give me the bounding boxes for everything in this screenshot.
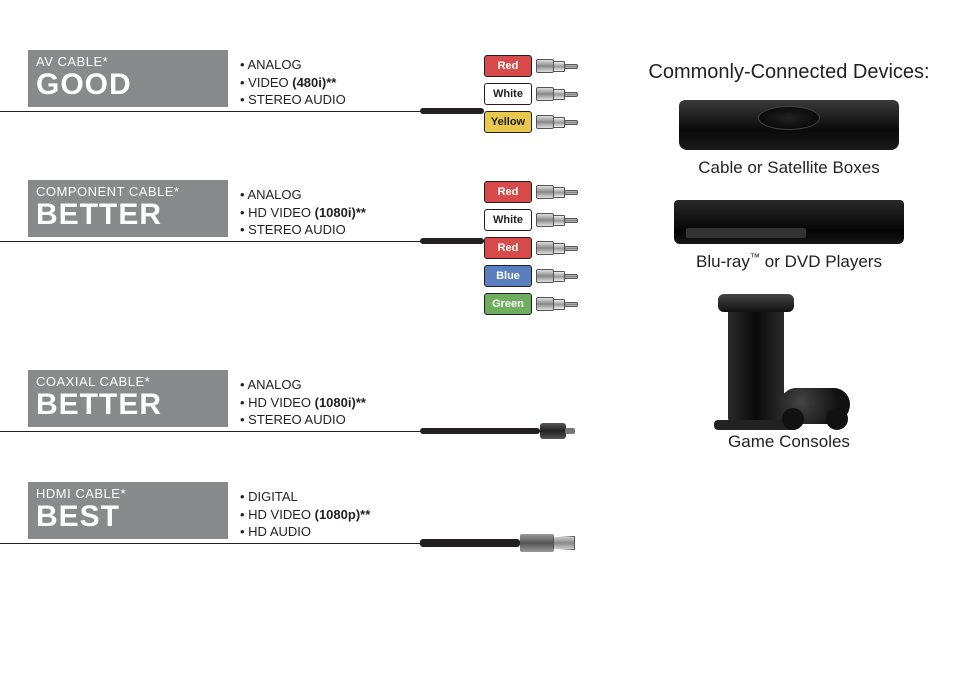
device-label: Game Consoles [644,432,934,452]
rca-plug-icon [536,269,578,283]
cable-rating: GOOD [36,69,220,101]
cable-features-component: • ANALOG • HD VIDEO (1080i)** • STEREO A… [240,186,366,239]
cable-name: COAXIAL CABLE* [36,374,220,389]
connector-red: Red [484,236,578,260]
cable-row-component: COMPONENT CABLE* BETTER • ANALOG • HD VI… [0,180,610,340]
cable-header-component: COMPONENT CABLE* BETTER [28,180,228,237]
game-console-icon [644,294,934,424]
rca-plug-icon [536,87,578,101]
cable-features-coax: • ANALOG • HD VIDEO (1080i)** • STEREO A… [240,376,366,429]
device-label: Cable or Satellite Boxes [644,158,934,178]
cable-segment [420,428,540,434]
settop-box-icon [644,100,934,150]
coax-plug-icon [540,423,575,439]
cable-rating: BETTER [36,199,220,231]
rca-plug-icon [536,213,578,227]
cable-line [0,241,484,242]
cable-segment [420,539,520,547]
connector-white: White [484,82,578,106]
connector-red: Red [484,180,578,204]
cable-name: HDMI CABLE* [36,486,220,501]
connector-white: White [484,208,578,232]
devices-column: Commonly-Connected Devices: Cable or Sat… [644,60,934,474]
connector-blue: Blue [484,264,578,288]
cable-header-coax: COAXIAL CABLE* BETTER [28,370,228,427]
rca-plug-icon [536,241,578,255]
cable-rating: BEST [36,501,220,533]
rca-plug-icon [536,185,578,199]
rca-plug-icon [536,297,578,311]
rca-plug-icon [536,59,578,73]
cable-name: COMPONENT CABLE* [36,184,220,199]
devices-title: Commonly-Connected Devices: [644,60,934,84]
connector-green: Green [484,292,578,316]
device-label: Blu-ray™ or DVD Players [644,252,934,272]
connector-stack-av: Red White Yellow [484,54,578,138]
cable-name: AV CABLE* [36,54,220,69]
rca-plug-icon [536,115,578,129]
connector-red: Red [484,54,578,78]
cable-features-hdmi: • DIGITAL • HD VIDEO (1080p)** • HD AUDI… [240,488,370,541]
cable-row-coax: COAXIAL CABLE* BETTER • ANALOG • HD VIDE… [0,370,610,452]
connector-yellow: Yellow [484,110,578,134]
cable-features-av: • ANALOG • VIDEO (480i)** • STEREO AUDIO [240,56,346,109]
cable-segment [420,108,484,114]
cable-segment [420,238,484,244]
cable-row-av: AV CABLE* GOOD • ANALOG • VIDEO (480i)**… [0,50,610,150]
cable-header-av: AV CABLE* GOOD [28,50,228,107]
device-settop: Cable or Satellite Boxes [644,100,934,178]
cables-column: AV CABLE* GOOD • ANALOG • VIDEO (480i)**… [0,50,610,594]
connector-stack-component: Red White Red Blue Green [484,180,578,320]
device-bluray: Blu-ray™ or DVD Players [644,200,934,272]
cable-line [0,111,484,112]
hdmi-plug-icon [520,534,575,552]
device-console: Game Consoles [644,294,934,452]
cable-rating: BETTER [36,389,220,421]
cable-header-hdmi: HDMI CABLE* BEST [28,482,228,539]
bluray-box-icon [644,200,934,244]
cable-row-hdmi: HDMI CABLE* BEST • DIGITAL • HD VIDEO (1… [0,482,610,564]
